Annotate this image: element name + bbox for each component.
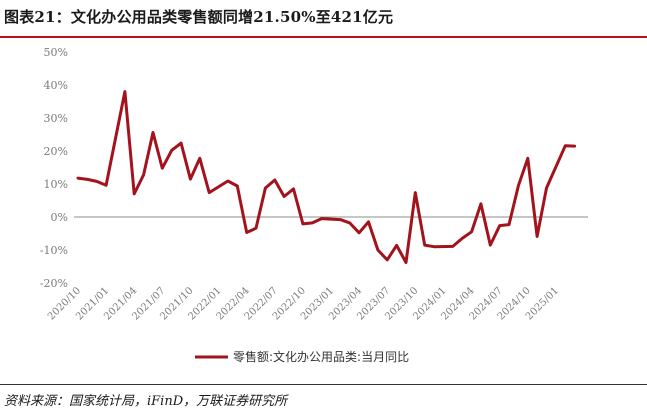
y-tick-label: 20% xyxy=(44,145,68,158)
y-tick-label: 30% xyxy=(44,112,68,125)
line-chart: -20% -10% 0% 10% 20% 30% 40% 50% 2020/102021/01… xyxy=(40,46,588,364)
y-tick-label: -10% xyxy=(40,244,68,257)
y-axis: -20% -10% 0% 10% 20% 30% 40% 50% xyxy=(40,46,68,290)
source-note: 资料来源：国家统计局，iFinD，万联证券研究所 xyxy=(4,394,288,409)
footer-rule xyxy=(0,384,647,385)
x-axis: 2020/102021/012021/042021/072021/102022/… xyxy=(46,216,588,322)
y-tick-label: 40% xyxy=(44,79,68,92)
series-line xyxy=(76,90,577,264)
series-layer xyxy=(76,90,577,264)
y-tick-label: -20% xyxy=(40,277,68,290)
y-tick-label: 50% xyxy=(44,46,68,59)
legend: 零售额:文化办公用品类:当月同比 xyxy=(195,349,409,364)
y-tick-label: 10% xyxy=(44,178,68,191)
title-rule xyxy=(0,36,647,38)
chart-title: 图表21：文化办公用品类零售额同增21.50%至421亿元 xyxy=(4,8,394,26)
y-tick-label: 0% xyxy=(51,211,68,224)
legend-label: 零售额:文化办公用品类:当月同比 xyxy=(233,349,409,364)
